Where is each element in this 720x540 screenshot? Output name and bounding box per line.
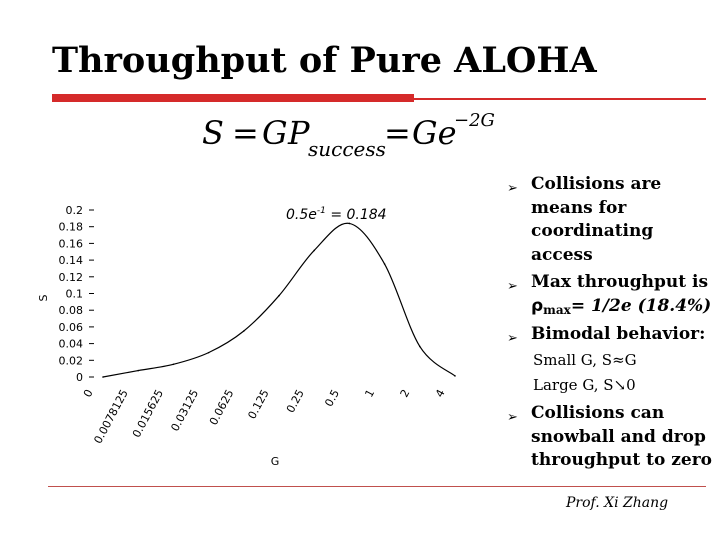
data-point xyxy=(348,222,351,225)
x-tick-label: 1 xyxy=(362,387,377,399)
arrow-bullet-icon: ➢ xyxy=(507,181,518,196)
bullet-bimodal: Bimodal behavior: xyxy=(531,324,706,344)
y-tick-label: 0.14 xyxy=(59,254,84,267)
bullet-line: access xyxy=(531,244,593,265)
x-tick-label: 0.0078125 xyxy=(91,387,130,446)
bullet-line: snowball and drop xyxy=(531,426,706,447)
bullet-collisions-snowball: Collisions can snowball and drop through… xyxy=(531,402,712,473)
x-axis-label: G xyxy=(271,455,280,468)
data-point xyxy=(172,363,175,366)
formula-s: S xyxy=(202,114,224,152)
arrow-bullet-icon: ➢ xyxy=(507,410,518,425)
footer-rule xyxy=(48,486,706,487)
bullet-line-rho: ρmax= 1/2e (18.4%) xyxy=(531,295,711,323)
data-point xyxy=(383,263,386,265)
data-point xyxy=(207,351,210,354)
bullet-line: Collisions are xyxy=(531,174,662,194)
x-tick-label: 0.5 xyxy=(322,387,342,409)
formula-g: G xyxy=(262,114,288,152)
x-tick-label: 0.125 xyxy=(245,387,271,421)
rho-symbol: ρ xyxy=(531,295,544,316)
x-tick-label: 0.03125 xyxy=(168,387,201,433)
bullet-max-throughput: Max throughput is ρmax= 1/2e (18.4%) xyxy=(531,271,711,322)
author-credit: Prof. Xi Zhang xyxy=(566,495,669,511)
sub-bullet-large-g: Large G, S↘0 xyxy=(533,376,636,394)
bullet-collisions-coordinate: Collisions are means for coordinating ac… xyxy=(531,173,661,267)
y-tick-label: 0.06 xyxy=(59,321,84,334)
max-value: = 1/2e (18.4%) xyxy=(570,295,712,316)
y-tick-label: 0.1 xyxy=(66,288,84,301)
data-point xyxy=(102,376,104,378)
title-underline-rule xyxy=(414,98,706,100)
y-tick-label: 0.08 xyxy=(59,304,84,317)
arrow-bullet-icon: ➢ xyxy=(507,279,518,294)
peak-annotation-value: = 0.184 xyxy=(326,207,387,223)
peak-annotation: 0.5e-1 = 0.184 xyxy=(286,206,387,223)
peak-annotation-base: 0.5e xyxy=(286,207,317,223)
data-point xyxy=(454,375,456,377)
bullet-line: coordinating xyxy=(531,221,654,241)
arrow-bullet-icon: ➢ xyxy=(507,331,518,346)
data-point xyxy=(243,330,245,332)
formula-equals: = xyxy=(232,114,259,152)
formula-p-subscript: success xyxy=(308,137,386,161)
data-point xyxy=(313,249,316,252)
throughput-chart: 0 0.02 0.04 0.06 0.08 0.1 0.12 0.14 0.16 0.18 0.2 0… xyxy=(37,204,456,468)
x-tick-label: 4 xyxy=(433,387,448,399)
y-tick-label: 0.02 xyxy=(59,354,84,367)
formula-exponent: −2G xyxy=(454,110,495,131)
throughput-formula: S = G P success = Ge −2G xyxy=(202,110,495,161)
x-tick-label: 2 xyxy=(398,387,413,399)
slide-title: Throughput of Pure ALOHA xyxy=(52,40,597,81)
data-point xyxy=(419,345,421,348)
data-point xyxy=(137,369,139,372)
y-tick-label: 0.12 xyxy=(59,271,84,284)
bullet-line: Collisions can xyxy=(531,403,665,423)
sub-bullet-small-g: Small G, S≈G xyxy=(533,351,637,369)
y-tick-label: 0 xyxy=(76,371,83,384)
formula-ge: Ge xyxy=(412,114,457,152)
rho-subscript: max xyxy=(543,302,571,317)
y-tick-label: 0.2 xyxy=(66,204,84,217)
y-axis-label: S xyxy=(37,294,50,301)
bullet-line: means for xyxy=(531,197,627,218)
bullet-line: throughput to zero xyxy=(531,450,713,470)
x-tick-label: 0.015625 xyxy=(130,387,166,439)
formula-equals-2: = xyxy=(384,114,411,152)
data-point xyxy=(278,294,280,297)
title-underline-bar xyxy=(52,94,414,102)
y-tick-label: 0.18 xyxy=(59,221,84,234)
bullet-line: Max throughput is xyxy=(531,272,709,292)
x-tick-label: 0.25 xyxy=(284,387,307,415)
y-tick-label: 0.16 xyxy=(59,237,84,250)
peak-annotation-exponent: -1 xyxy=(317,206,326,216)
x-tick-label: 0.0625 xyxy=(207,387,237,427)
series-line xyxy=(102,222,456,378)
x-tick-label: 0 xyxy=(81,387,96,399)
y-tick-label: 0.04 xyxy=(59,338,84,351)
formula-p: P xyxy=(287,114,310,152)
